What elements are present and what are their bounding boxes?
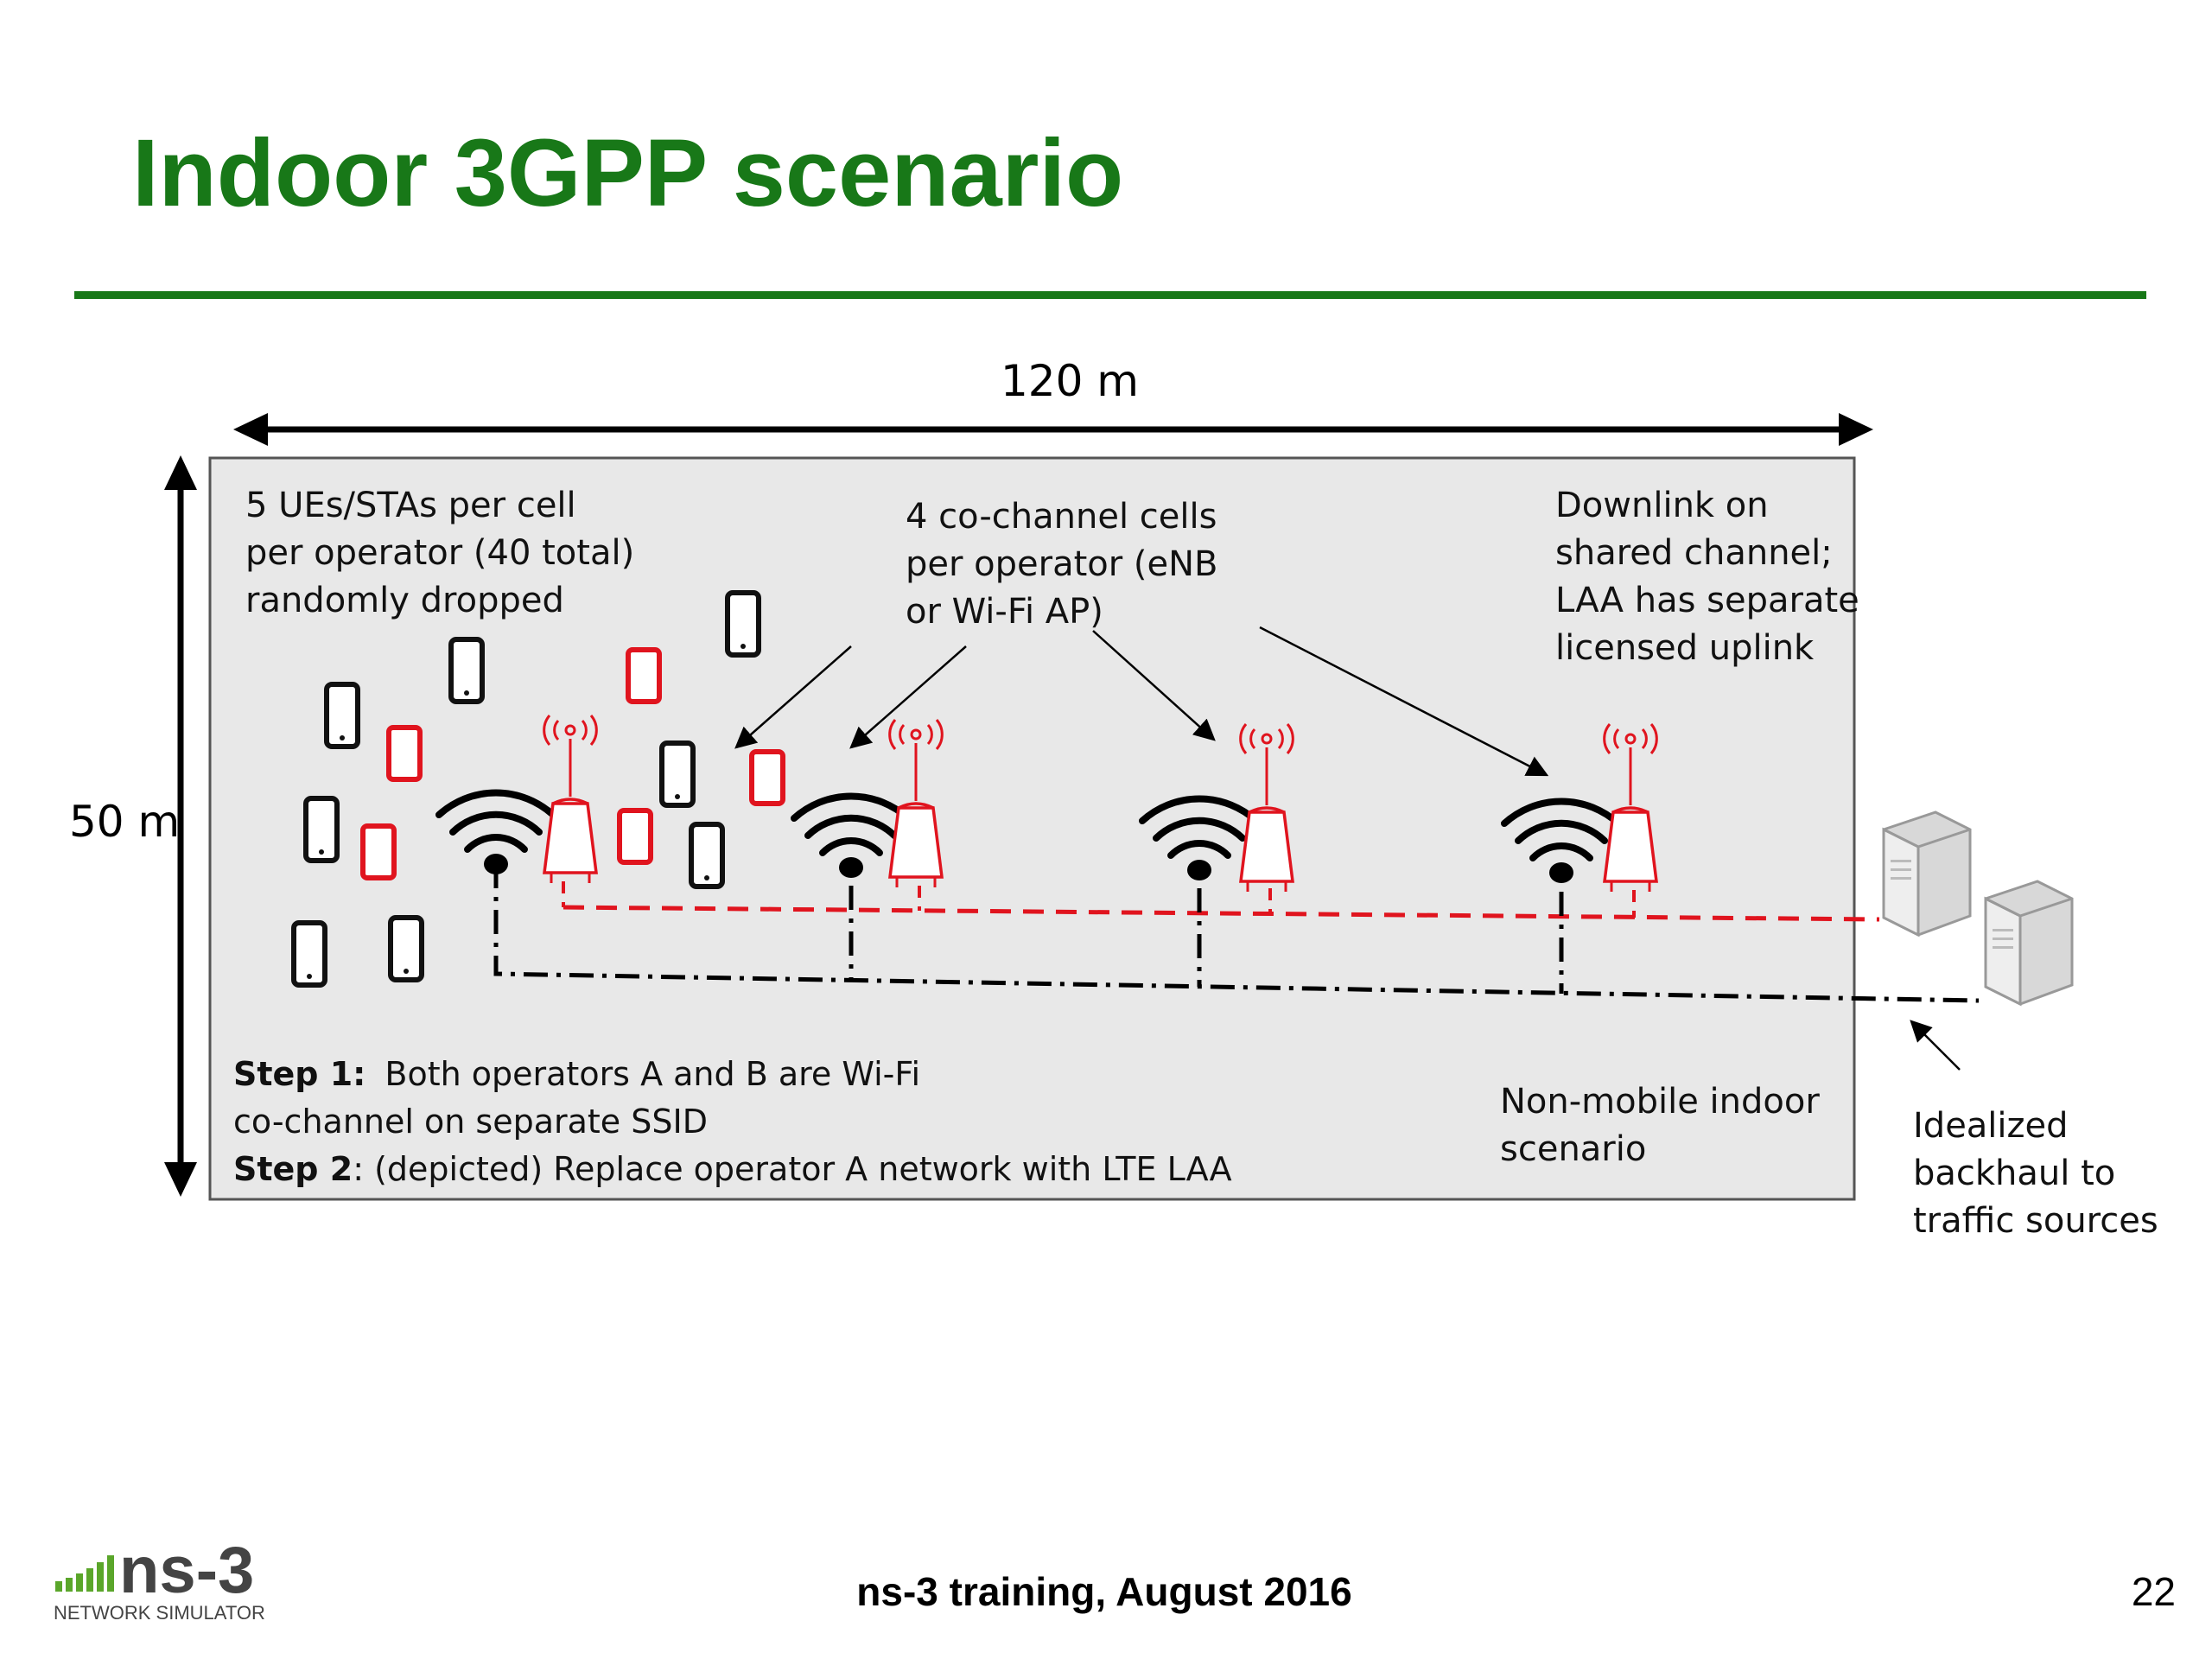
ue-note: 5 UEs/STAs per cell per operator (40 tot…	[245, 486, 634, 620]
ue-note-line: 5 UEs/STAs per cell	[245, 486, 576, 525]
footer-text: ns-3 training, August 2016	[856, 1569, 1351, 1614]
width-dimension-arrow	[233, 413, 1873, 446]
svg-text:Step 2: (depicted) Replace op: Step 2: (depicted) Replace operator A ne…	[233, 1150, 1232, 1188]
signal-bars-icon	[55, 1555, 114, 1592]
width-label: 120 m	[1001, 356, 1139, 406]
smartphone-icon	[626, 647, 662, 704]
ue-note-line: per operator (40 total)	[245, 533, 634, 573]
downlink-note-line: shared channel;	[1555, 533, 1833, 573]
svg-text:Step 1:Both operators A and B: Step 1: Both operators A and B are Wi-Fi	[233, 1055, 920, 1093]
smartphone-icon	[360, 823, 397, 880]
smartphone-icon	[689, 822, 725, 889]
backhaul-pointer-arrow	[1910, 1020, 1961, 1071]
downlink-note: Downlink on shared channel; LAA has sepa…	[1555, 486, 1859, 668]
cells-note-line: or Wi-Fi AP)	[906, 592, 1103, 632]
step1-text-continued: co-channel on separate SSID	[233, 1103, 708, 1141]
smartphone-icon	[388, 915, 424, 982]
cells-note-line: per operator (eNB	[906, 544, 1217, 584]
wifi-access-point-icon	[435, 789, 556, 874]
wifi-backhaul-line	[493, 864, 1980, 1003]
server-icon	[1984, 880, 2074, 1007]
downlink-note-line: licensed uplink	[1555, 628, 1815, 668]
step2-label: Step 2	[233, 1150, 353, 1188]
lte-backhaul-line	[563, 905, 1880, 922]
smartphone-icon	[659, 741, 696, 808]
lte-enb-antenna-icon	[1239, 723, 1294, 892]
cells-note-line: 4 co-channel cells	[906, 497, 1217, 537]
page-number: 22	[2132, 1569, 2176, 1614]
wifi-access-point-icon	[1139, 795, 1260, 880]
step2-text: : (depicted) Replace operator A network …	[353, 1150, 1231, 1188]
downlink-note-line: Downlink on	[1555, 486, 1769, 525]
backhaul-note-line: traffic sources	[1913, 1201, 2158, 1241]
smartphone-icon	[617, 808, 653, 865]
server-icon	[1882, 810, 1972, 938]
backhaul-note: Idealized backhaul to traffic sources	[1913, 1106, 2158, 1241]
cell-pointer-arrows	[734, 626, 1549, 777]
logo-wordmark: ns-3	[119, 1534, 254, 1607]
backhaul-note-line: backhaul to	[1913, 1154, 2115, 1193]
cells-note: 4 co-channel cells per operator (eNB or …	[906, 497, 1217, 632]
scenario-note-line: scenario	[1500, 1129, 1646, 1169]
smartphone-icon	[725, 590, 761, 658]
step-notes: Step 1: Both operators A and B are Wi-Fi …	[233, 1055, 1232, 1188]
lte-drop-lines	[562, 881, 1636, 918]
wifi-access-point-icon	[791, 792, 912, 878]
smartphone-icon	[448, 637, 485, 704]
logo-tagline: NETWORK SIMULATOR	[54, 1602, 265, 1624]
title-underline	[74, 291, 2146, 299]
ns3-logo: ns-3 NETWORK SIMULATOR	[54, 1534, 265, 1624]
height-dimension-arrow	[164, 455, 197, 1197]
ue-note-line: randomly dropped	[245, 581, 564, 620]
downlink-note-line: LAA has separate	[1555, 581, 1859, 620]
smartphone-icon	[303, 796, 340, 863]
smartphone-icon	[749, 749, 785, 806]
wifi-access-point-icon	[1501, 798, 1622, 883]
lte-enb-antenna-icon	[543, 715, 598, 883]
step1-label: Step 1:	[233, 1055, 365, 1093]
smartphone-icon	[291, 920, 327, 988]
smartphone-icon	[386, 725, 423, 782]
page-title: Indoor 3GPP scenario	[132, 120, 1123, 226]
step1-text: Both operators A and B are Wi-Fi	[385, 1055, 920, 1093]
smartphone-icon	[324, 682, 360, 749]
scenario-note-line: Non-mobile indoor	[1500, 1082, 1820, 1122]
lte-enb-antenna-icon	[888, 719, 944, 887]
scenario-note: Non-mobile indoor scenario	[1500, 1082, 1820, 1169]
height-label: 50 m	[69, 797, 180, 847]
lte-enb-antenna-icon	[1603, 723, 1658, 892]
backhaul-note-line: Idealized	[1913, 1106, 2069, 1146]
